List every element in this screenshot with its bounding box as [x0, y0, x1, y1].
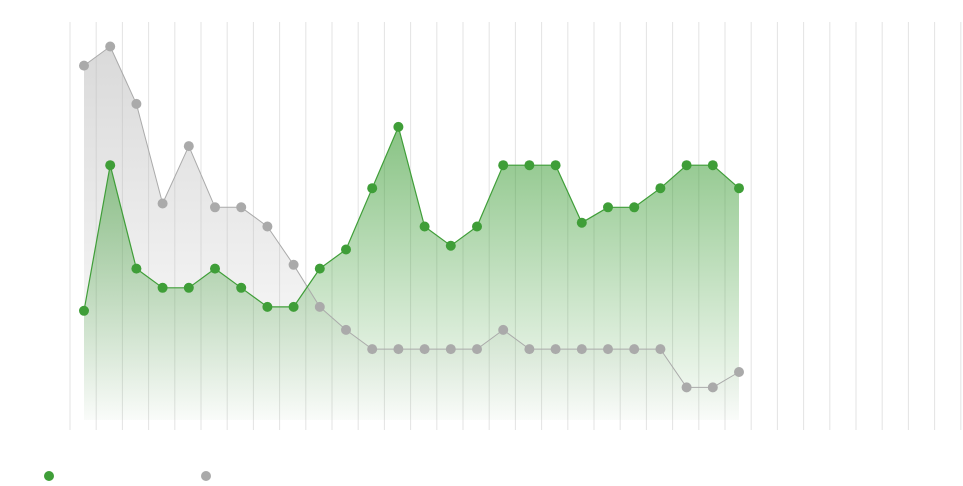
series-1-point: [655, 183, 666, 194]
series-1-point: [157, 282, 168, 293]
series-2-point: [262, 221, 273, 232]
series-2-point: [157, 198, 168, 209]
series-1-point: [210, 263, 220, 274]
series-1-point: [393, 121, 404, 132]
series-1-point: [236, 282, 247, 293]
series-1-point: [419, 221, 430, 232]
series-1-point: [131, 263, 142, 274]
series-1-point: [341, 244, 351, 255]
series-1-area: [84, 126, 739, 421]
series-1-point: [681, 160, 692, 171]
series-2-point: [105, 41, 116, 52]
series-2-point: [472, 344, 482, 355]
legend-item-series-1[interactable]: [44, 471, 54, 481]
series-1-point: [550, 160, 561, 171]
series-1-point: [734, 183, 744, 194]
series-2-point: [236, 202, 247, 213]
series-2-point: [210, 202, 220, 213]
series-2-point: [498, 324, 509, 335]
series-1-point: [576, 217, 587, 228]
series-2-points: [79, 41, 744, 393]
series-2-point: [734, 367, 744, 377]
series-2-point: [183, 141, 194, 152]
series-1-point: [79, 305, 89, 316]
series-2-point: [367, 344, 378, 355]
series-2-point: [707, 382, 718, 393]
series-1-points: [79, 121, 744, 316]
legend-marker-series-1: [44, 471, 54, 481]
series-1-point: [524, 160, 535, 171]
legend-item-series-2[interactable]: [201, 471, 211, 481]
series-2-point: [550, 344, 561, 355]
legend: [44, 471, 211, 481]
series-1-point: [183, 282, 194, 293]
series-2-point: [419, 344, 430, 355]
series-1-point: [707, 160, 718, 171]
series-2-point: [629, 344, 640, 355]
series-1-point: [105, 160, 116, 171]
series-2-point: [131, 98, 142, 109]
series-1-point: [314, 263, 325, 274]
series-1-point: [629, 202, 640, 213]
series-1-area-fill: [84, 126, 739, 421]
series-1-point: [367, 183, 378, 194]
series-2-point: [393, 344, 404, 355]
legend-marker-series-2: [201, 471, 211, 481]
series-2-point: [79, 60, 89, 71]
series-2-point: [524, 344, 535, 355]
series-2-point: [288, 259, 299, 270]
series-1-point: [445, 240, 456, 251]
series-2-point: [314, 301, 325, 312]
series-1-point: [603, 202, 613, 213]
series-2-point: [576, 344, 587, 355]
series-1-point: [498, 160, 509, 171]
series-2-point: [603, 344, 613, 355]
series-1-point: [262, 301, 273, 312]
series-2-point: [681, 382, 692, 393]
series-2-point: [445, 344, 456, 355]
series-2-point: [341, 324, 351, 335]
series-1-point: [472, 221, 482, 232]
series-1-point: [288, 301, 299, 312]
series-2-point: [655, 344, 666, 355]
